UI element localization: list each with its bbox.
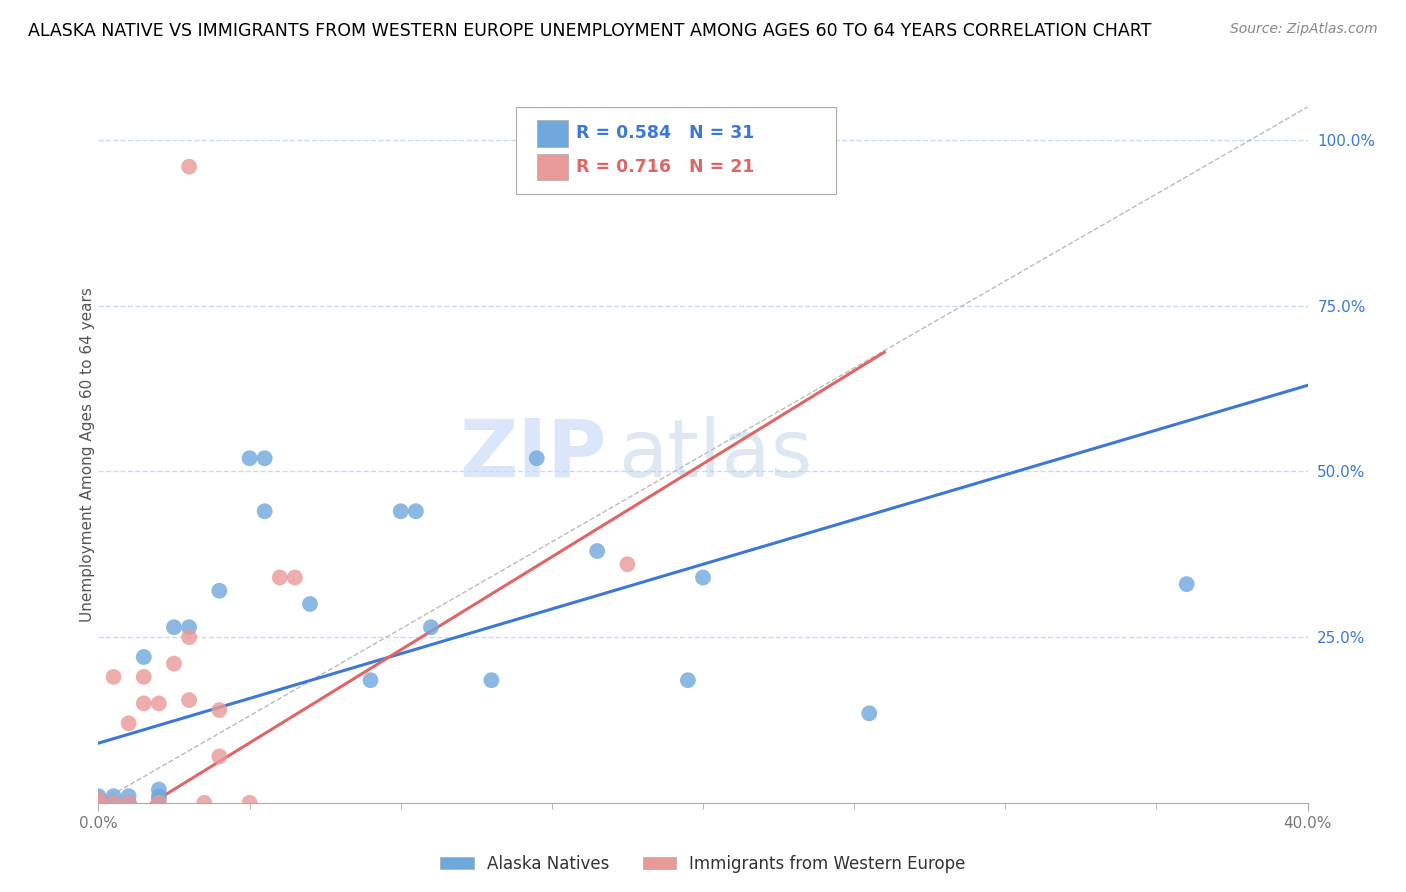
Point [616, 558, 638, 572]
Point [148, 792, 170, 806]
Point [132, 650, 155, 665]
Point [179, 693, 201, 707]
Legend: Alaska Natives, Immigrants from Western Europe: Alaska Natives, Immigrants from Western … [433, 848, 973, 880]
Point [193, 796, 215, 810]
Point [87, 792, 110, 806]
Point [269, 570, 291, 584]
Point [299, 597, 322, 611]
Point [148, 789, 170, 804]
Point [163, 620, 186, 634]
Point [586, 544, 609, 558]
Text: Source: ZipAtlas.com: Source: ZipAtlas.com [1230, 22, 1378, 37]
Point [87, 796, 110, 810]
Point [87, 796, 110, 810]
Point [118, 716, 141, 731]
Point [148, 782, 170, 797]
Point [103, 796, 125, 810]
Point [103, 789, 125, 804]
Bar [537, 120, 568, 146]
Point [858, 706, 880, 721]
Point [389, 504, 412, 518]
Bar [537, 153, 568, 180]
Point [239, 451, 262, 466]
Point [360, 673, 382, 688]
Point [148, 697, 170, 711]
Point [103, 796, 125, 810]
Point [179, 630, 201, 644]
Text: R = 0.716   N = 21: R = 0.716 N = 21 [576, 158, 755, 176]
Point [132, 697, 155, 711]
Point [526, 451, 548, 466]
Point [163, 657, 186, 671]
Point [253, 451, 276, 466]
Point [118, 789, 141, 804]
Text: R = 0.584   N = 31: R = 0.584 N = 31 [576, 125, 755, 143]
Point [118, 796, 141, 810]
Point [87, 789, 110, 804]
Point [676, 673, 699, 688]
Point [481, 673, 503, 688]
FancyBboxPatch shape [516, 107, 837, 194]
Point [208, 749, 231, 764]
Point [179, 160, 201, 174]
Point [208, 703, 231, 717]
Point [87, 792, 110, 806]
Point [692, 570, 714, 584]
Point [118, 796, 141, 810]
Y-axis label: Unemployment Among Ages 60 to 64 years: Unemployment Among Ages 60 to 64 years [80, 287, 94, 623]
Point [208, 583, 231, 598]
Point [87, 796, 110, 810]
Point [405, 504, 427, 518]
Point [253, 504, 276, 518]
Point [420, 620, 443, 634]
Point [103, 670, 125, 684]
Point [132, 670, 155, 684]
Point [1175, 577, 1198, 591]
Point [284, 570, 307, 584]
Point [148, 796, 170, 810]
Text: ZIP: ZIP [458, 416, 606, 494]
Point [118, 796, 141, 810]
Point [239, 796, 262, 810]
Point [179, 620, 201, 634]
Text: ALASKA NATIVE VS IMMIGRANTS FROM WESTERN EUROPE UNEMPLOYMENT AMONG AGES 60 TO 64: ALASKA NATIVE VS IMMIGRANTS FROM WESTERN… [28, 22, 1152, 40]
Text: atlas: atlas [619, 416, 813, 494]
